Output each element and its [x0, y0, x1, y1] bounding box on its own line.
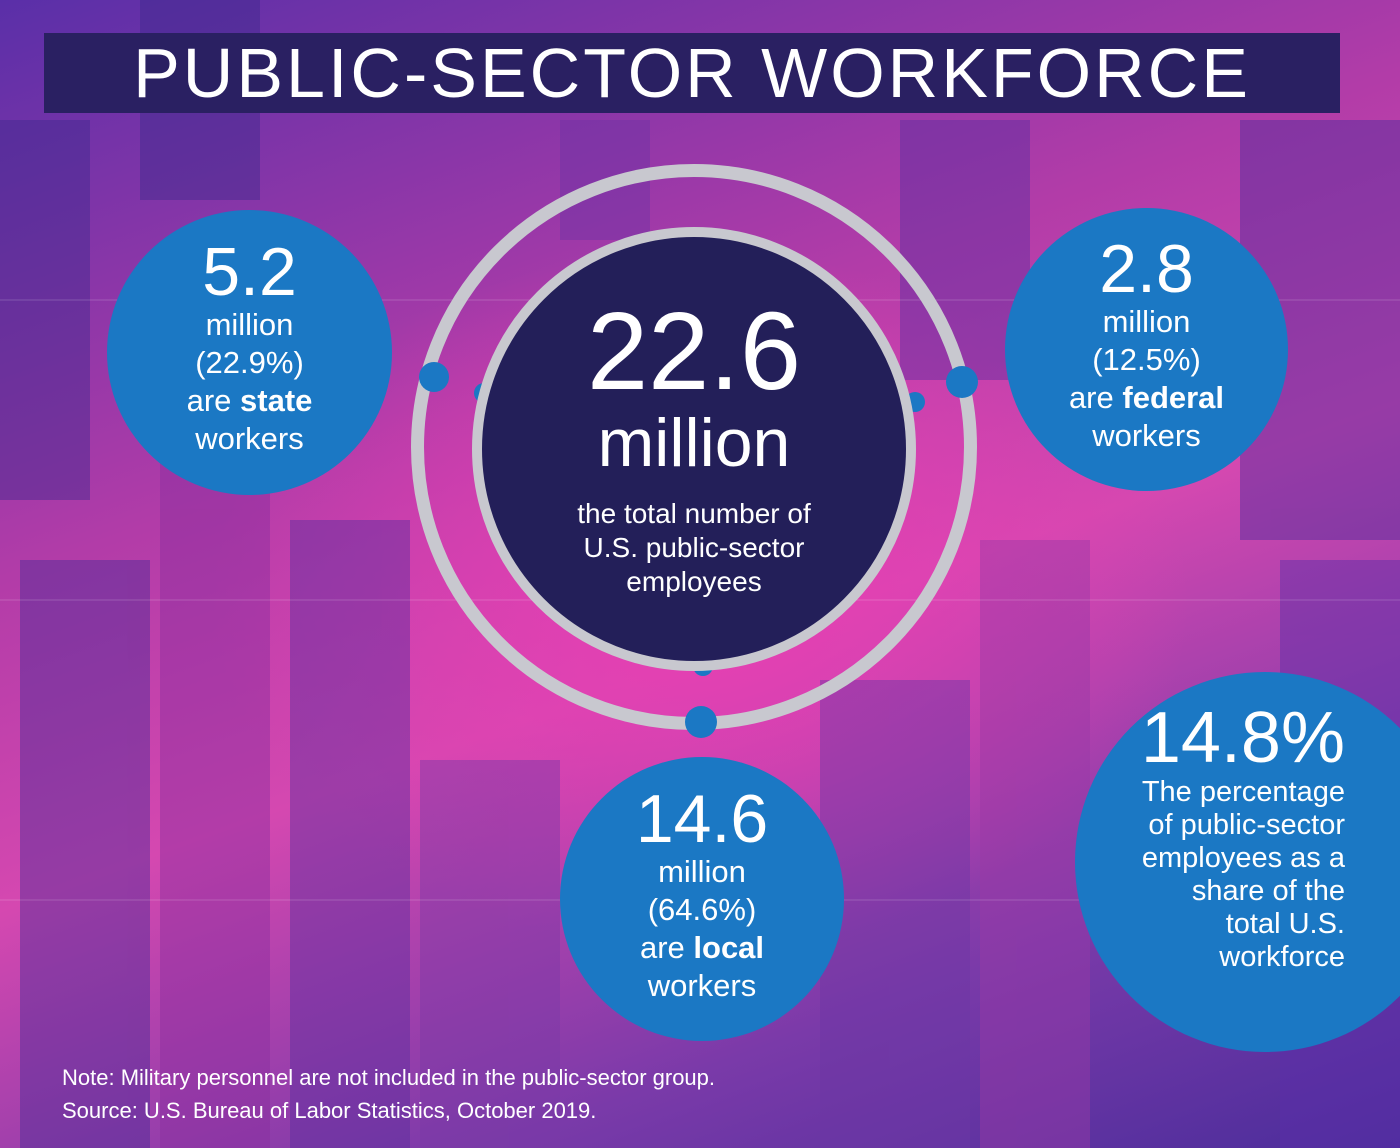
- connector-dot-state-outer: [419, 362, 449, 392]
- share-caption-line: share of the: [1191, 875, 1345, 907]
- federal-unit: million: [1102, 303, 1191, 339]
- share-caption-line: total U.S.: [1225, 908, 1345, 940]
- federal-percent: (12.5%): [1092, 341, 1201, 377]
- connector-dot-local-outer: [685, 706, 717, 738]
- total-value: 22.6: [586, 290, 802, 413]
- local-unit: million: [658, 854, 746, 889]
- share-caption-line: employees as a: [1141, 842, 1345, 874]
- state-value: 5.2: [202, 233, 297, 310]
- share-caption-line: The percentage: [1141, 776, 1345, 808]
- local-workers: workers: [647, 968, 757, 1003]
- title-banner: PUBLIC-SECTOR WORKFORCE: [44, 33, 1340, 113]
- state-are: are: [186, 382, 232, 418]
- share-caption-line: workforce: [1219, 941, 1345, 973]
- total-employees-circle: 22.6 million the total number of U.S. pu…: [472, 227, 916, 671]
- state-workers-circle: 5.2 million (22.9%) are state workers: [107, 210, 392, 495]
- share-caption-line: of public-sector: [1148, 809, 1345, 841]
- workforce-share-circle: 14.8% The percentage of public-sector em…: [1075, 672, 1400, 1052]
- footnote-note: Note: Military personnel are not include…: [62, 1065, 716, 1090]
- federal-label: are federal: [1069, 379, 1224, 417]
- total-caption-line: employees: [626, 566, 762, 597]
- total-caption-line: the total number of: [577, 498, 811, 529]
- federal-are: are: [1068, 379, 1114, 415]
- state-percent: (22.9%): [195, 344, 304, 380]
- local-level: local: [693, 930, 765, 965]
- local-value: 14.6: [635, 781, 769, 857]
- total-caption: the total number of U.S. public-sector e…: [482, 497, 906, 599]
- footnote-source: Source: U.S. Bureau of Labor Statistics,…: [62, 1098, 597, 1123]
- state-label: are state: [187, 382, 313, 420]
- total-caption-line: U.S. public-sector: [583, 532, 805, 563]
- local-label: are local: [640, 929, 764, 967]
- total-unit: million: [597, 405, 791, 481]
- state-level: state: [240, 382, 313, 418]
- share-value: 14.8%: [1140, 698, 1345, 778]
- local-percent: (64.6%): [647, 892, 757, 927]
- local-workers-circle: 14.6 million (64.6%) are local workers: [560, 757, 844, 1041]
- local-are: are: [639, 930, 685, 965]
- page-title: PUBLIC-SECTOR WORKFORCE: [133, 34, 1251, 112]
- share-caption: The percentage of public-sector employee…: [1075, 776, 1345, 974]
- state-workers: workers: [195, 420, 304, 456]
- federal-workers-circle: 2.8 million (12.5%) are federal workers: [1005, 208, 1288, 491]
- federal-level: federal: [1122, 379, 1225, 415]
- federal-workers: workers: [1092, 417, 1201, 453]
- federal-value: 2.8: [1099, 230, 1194, 307]
- state-unit: million: [205, 306, 294, 342]
- connector-dot-federal-outer: [946, 366, 978, 398]
